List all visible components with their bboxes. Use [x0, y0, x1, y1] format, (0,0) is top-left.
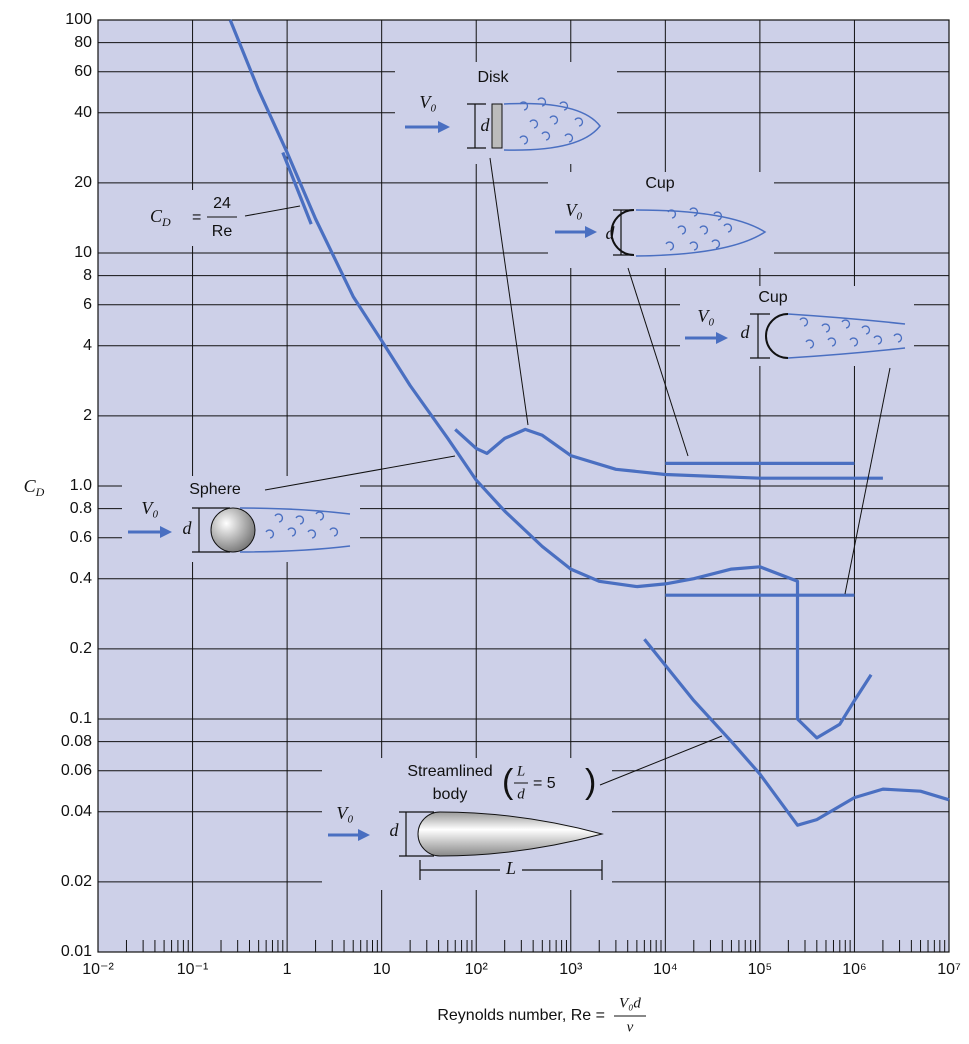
y-tick-label: 0.08 [61, 733, 92, 750]
y-tick-label: 4 [83, 337, 92, 354]
x-tick-label: 10⁻¹ [177, 961, 209, 978]
denominator: Re [212, 223, 233, 240]
x-tick-label: 10³ [559, 961, 583, 978]
y-tick-label: 60 [74, 63, 92, 80]
x-tick-label: 10⁶ [842, 961, 866, 978]
x-axis-label: Reynolds number, Re = [437, 1007, 605, 1024]
cup-open-inset: Cup V₀ d [555, 175, 767, 257]
sphere-label: Sphere [189, 481, 241, 498]
label-line2: body [433, 786, 468, 803]
y-tick-label: 0.4 [70, 570, 92, 587]
x-label-numerator: V₀d [619, 995, 641, 1011]
x-tick-label: 10² [465, 961, 489, 978]
y-tick-label: 0.8 [70, 500, 92, 517]
symbol: C [150, 206, 163, 226]
ratio-denominator: d [517, 786, 525, 802]
data-line [643, 638, 950, 827]
cup-label: Cup [645, 175, 674, 192]
stokes-symbol: CD [150, 206, 171, 229]
numerator: 24 [213, 195, 231, 212]
paren: ) [585, 763, 596, 801]
velocity-label: V₀ [419, 92, 436, 112]
data-line [454, 427, 883, 480]
x-tick-label: 10⁵ [748, 961, 772, 978]
stokes-label: CD = 24 Re [150, 195, 237, 240]
x-label-denominator: ν [627, 1019, 634, 1035]
curves [228, 19, 950, 827]
y-tick-label: 0.1 [70, 710, 92, 727]
y-tick-label: 40 [74, 104, 92, 121]
disk-label: Disk [477, 69, 509, 86]
y-axis-label: CD [24, 476, 45, 499]
velocity-label: V₀ [336, 803, 353, 823]
y-tick-label: 0.02 [61, 873, 92, 890]
y-tick-label: 1.0 [70, 477, 92, 494]
equals: = [192, 209, 201, 226]
diameter-label: d [606, 223, 616, 243]
streamlined-inset: Streamlined body ( L d = 5 ) V₀ d L [328, 763, 604, 880]
cup-label: Cup [758, 289, 787, 306]
x-tick-label: 1 [283, 961, 292, 978]
subscript: D [35, 485, 45, 499]
velocity-label: V₀ [141, 498, 158, 518]
y-tick-label: 0.06 [61, 762, 92, 779]
subscript: D [161, 215, 171, 229]
y-tick-label: 0.04 [61, 803, 92, 820]
paren: ( [502, 763, 514, 801]
y-tick-label: 6 [83, 296, 92, 313]
disk-inset: Disk V₀ d [405, 69, 601, 151]
sphere-inset: Sphere V₀ d [128, 481, 351, 553]
y-tick-label: 2 [83, 407, 92, 424]
y-tick-label: 0.01 [61, 943, 92, 960]
y-tick-label: 80 [74, 34, 92, 51]
symbol: C [24, 476, 37, 496]
x-tick-label: 10⁴ [653, 961, 678, 978]
label-line1: Streamlined [407, 763, 492, 780]
y-tick-label: 10 [74, 244, 92, 261]
y-tick-label: 0.6 [70, 529, 92, 546]
y-tick-label: 100 [65, 11, 92, 28]
cup-hemisphere-inset: Cup V₀ d [685, 289, 906, 359]
x-tick-label: 10 [373, 961, 391, 978]
diameter-label: d [481, 115, 491, 135]
diameter-label: d [183, 518, 193, 538]
x-tick-label: 10⁻² [82, 961, 114, 978]
data-line [228, 19, 873, 740]
diameter-label: d [741, 322, 751, 342]
length-label: L [505, 858, 516, 878]
ratio-value: = 5 [533, 775, 556, 792]
velocity-label: V₀ [565, 200, 582, 220]
y-tick-label: 8 [83, 267, 92, 284]
data-line [281, 151, 313, 225]
y-tick-label: 20 [74, 174, 92, 191]
velocity-label: V₀ [697, 306, 714, 326]
y-tick-label: 0.2 [70, 640, 92, 657]
diameter-label: d [390, 820, 400, 840]
plot-frame [97, 19, 950, 953]
leader-lines [244, 157, 891, 786]
x-tick-label: 10⁷ [937, 961, 961, 978]
ratio-numerator: L [516, 763, 525, 779]
